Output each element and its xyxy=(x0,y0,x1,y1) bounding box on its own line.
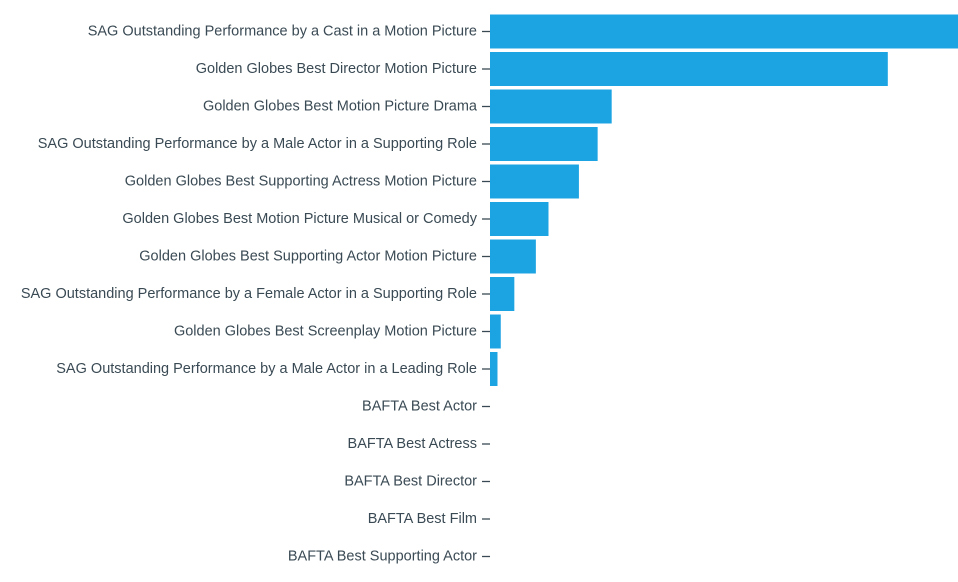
category-label: Golden Globes Best Supporting Actor Moti… xyxy=(139,249,477,265)
bar[interactable] xyxy=(490,314,501,349)
bar[interactable] xyxy=(490,89,612,124)
bar[interactable] xyxy=(490,164,579,199)
category-label: SAG Outstanding Performance by a Male Ac… xyxy=(38,136,477,152)
category-label: BAFTA Best Director xyxy=(344,474,477,490)
category-label: BAFTA Best Supporting Actor xyxy=(288,549,477,565)
category-label: SAG Outstanding Performance by a Female … xyxy=(21,286,477,302)
bar[interactable] xyxy=(490,14,958,49)
bar[interactable] xyxy=(490,277,515,311)
bar[interactable] xyxy=(490,352,498,386)
category-label: BAFTA Best Actress xyxy=(348,436,477,452)
category-label: Golden Globes Best Screenplay Motion Pic… xyxy=(174,324,477,340)
category-label: Golden Globes Best Supporting Actress Mo… xyxy=(125,174,477,190)
category-label: SAG Outstanding Performance by a Male Ac… xyxy=(56,361,477,377)
bar[interactable] xyxy=(490,239,536,274)
category-labels: SAG Outstanding Performance by a Cast in… xyxy=(21,24,478,565)
category-label: Golden Globes Best Motion Picture Musica… xyxy=(122,211,477,227)
bar[interactable] xyxy=(490,52,888,86)
bar[interactable] xyxy=(490,202,549,236)
category-label: BAFTA Best Film xyxy=(368,511,477,527)
bar[interactable] xyxy=(490,127,598,161)
axis-ticks xyxy=(482,30,490,558)
category-label: Golden Globes Best Director Motion Pictu… xyxy=(196,61,477,77)
bars xyxy=(490,14,958,386)
category-label: BAFTA Best Actor xyxy=(362,399,477,415)
category-label: SAG Outstanding Performance by a Cast in… xyxy=(88,24,477,40)
category-label: Golden Globes Best Motion Picture Drama xyxy=(203,99,478,115)
